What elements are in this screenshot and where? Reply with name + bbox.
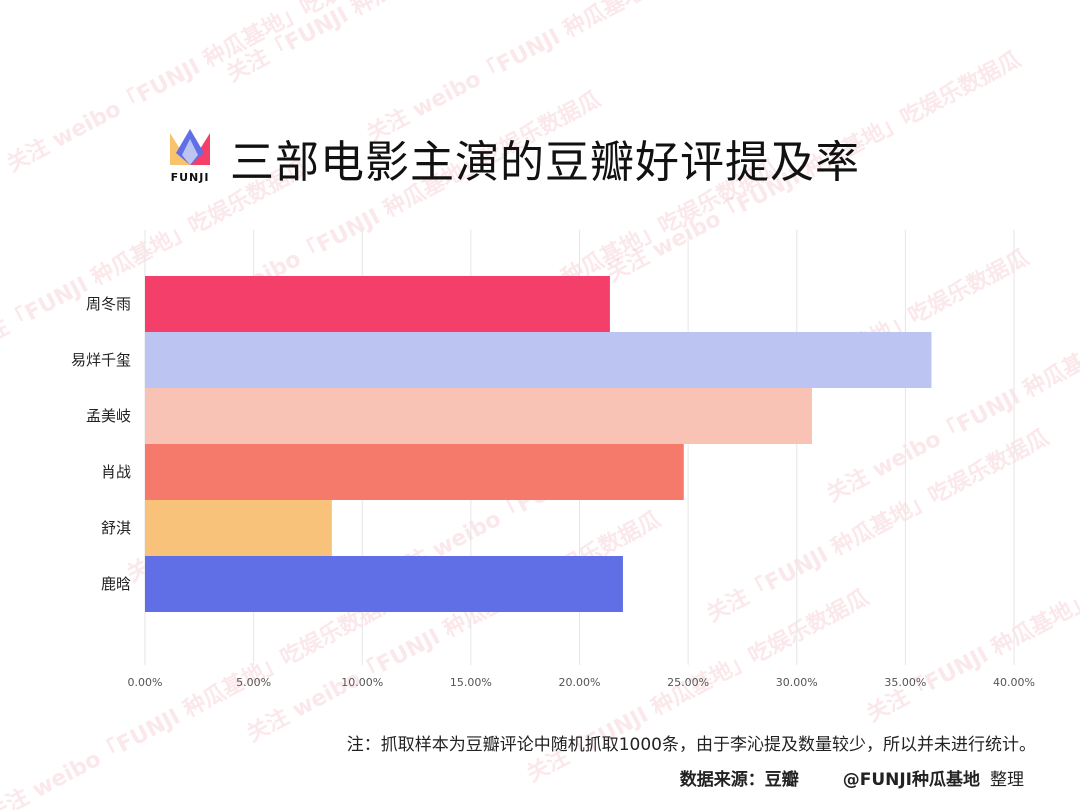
x-tick-label: 10.00% <box>341 676 383 689</box>
category-label: 舒淇 <box>101 519 131 537</box>
category-label: 易烊千玺 <box>71 351 131 369</box>
credit-suffix: 整理 <box>990 770 1024 790</box>
x-tick-label: 5.00% <box>236 676 271 689</box>
x-tick-label: 25.00% <box>667 676 709 689</box>
footnote: 注：抓取样本为豆瓣评论中随机抓取1000条，由于李沁提及数量较少，所以并未进行统… <box>346 735 1036 755</box>
category-label: 孟美岐 <box>86 407 131 425</box>
bar-1 <box>145 332 932 388</box>
logo-text: FUNJI <box>170 171 210 184</box>
chart-title: 三部电影主演的豆瓣好评提及率 <box>230 137 860 188</box>
bar-4 <box>145 500 332 556</box>
chart-header: FUNJI 三部电影主演的豆瓣好评提及率 <box>164 126 860 190</box>
category-label: 肖战 <box>101 463 131 481</box>
bars <box>145 276 932 612</box>
bar-2 <box>145 388 812 444</box>
bar-0 <box>145 276 610 332</box>
bar-3 <box>145 444 684 500</box>
x-tick-label: 15.00% <box>450 676 492 689</box>
x-tick-label: 20.00% <box>559 676 601 689</box>
bar-5 <box>145 556 623 612</box>
source-line: 数据来源：豆瓣 @FUNJI种瓜基地 整理 <box>680 765 1024 790</box>
credit: @FUNJI种瓜基地 <box>842 770 980 790</box>
source-label: 数据来源：豆瓣 <box>679 770 799 790</box>
funji-logo: FUNJI <box>164 127 216 189</box>
x-tick-label: 30.00% <box>776 676 818 689</box>
x-tick-label: 40.00% <box>993 676 1035 689</box>
tick-labels: 0.00% 5.00% 10.00% 15.00% 20.00% 25.00% 30.00%… <box>128 676 1035 689</box>
x-tick-label: 0.00% <box>128 676 163 689</box>
category-label: 鹿晗 <box>101 575 131 593</box>
category-label: 周冬雨 <box>86 295 131 313</box>
crown-icon <box>170 129 210 165</box>
x-tick-label: 35.00% <box>884 676 926 689</box>
